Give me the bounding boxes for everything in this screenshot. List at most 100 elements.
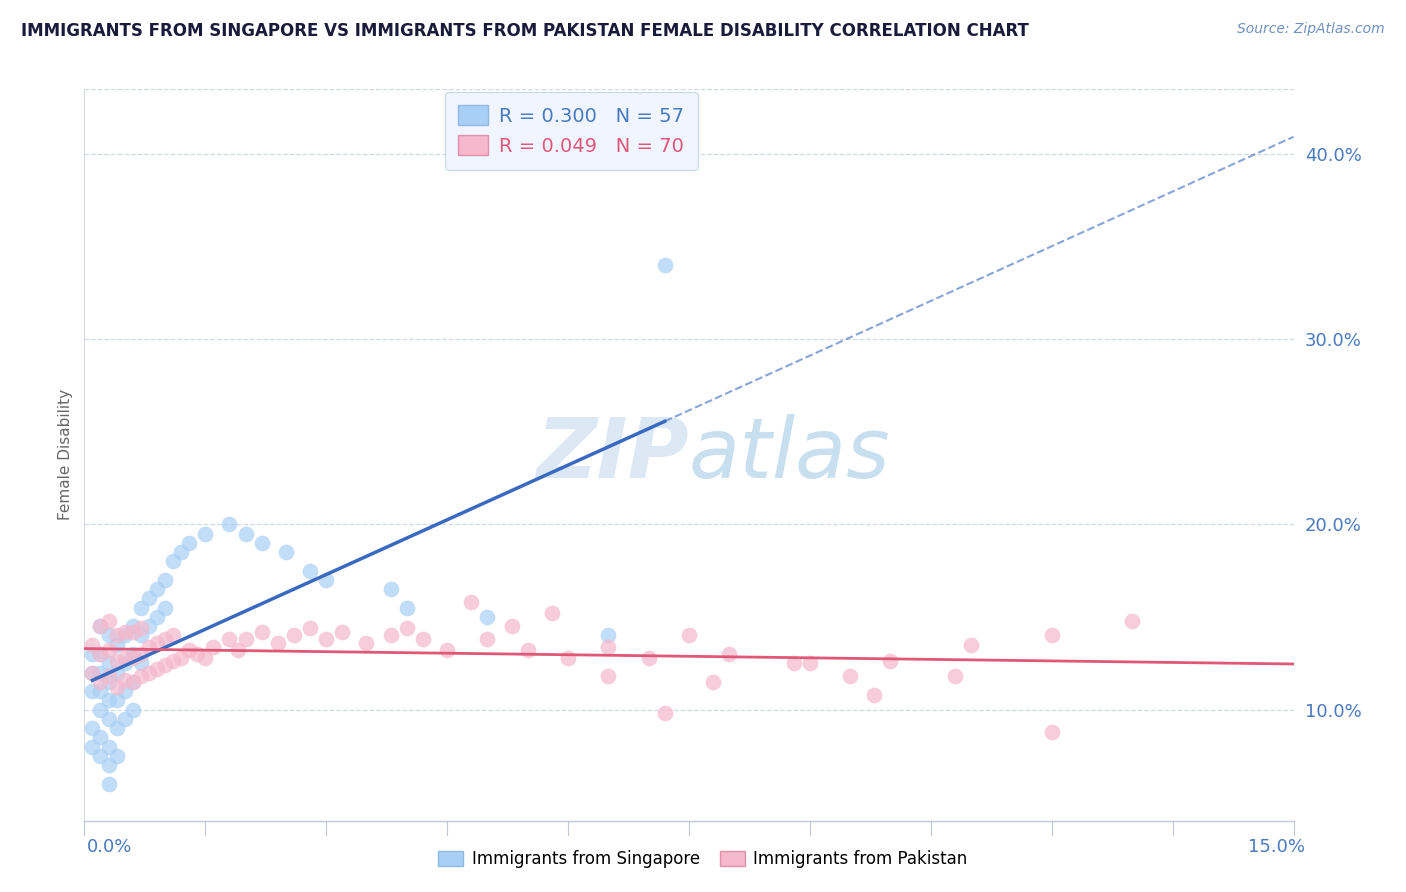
Point [82,739,104,754]
Point [105,693,128,707]
Y-axis label: Female Disability: Female Disability [58,389,73,521]
Point [315,573,337,587]
Point [250,624,273,639]
Point [412,632,434,647]
Point [97,674,120,689]
Point [477,632,499,647]
Point [105,665,128,680]
Point [114,684,136,698]
Point [82,647,104,661]
Point [114,657,136,671]
Point [105,748,128,763]
Point [153,632,176,647]
Point [97,712,120,726]
Point [863,688,886,702]
Point [121,624,143,639]
Point [299,621,322,635]
Point [202,640,225,654]
Point [218,517,240,532]
Legend: R = 0.300   N = 57, R = 0.049   N = 70: R = 0.300 N = 57, R = 0.049 N = 70 [444,92,697,169]
Legend: Immigrants from Singapore, Immigrants from Pakistan: Immigrants from Singapore, Immigrants fr… [432,844,974,875]
Point [153,658,176,673]
Point [82,665,104,680]
Point [146,610,169,624]
Point [82,665,104,680]
Point [153,573,176,587]
Point [105,628,128,642]
Point [162,628,184,642]
Point [129,628,152,642]
Point [436,643,458,657]
Point [97,758,120,772]
Point [138,665,160,680]
Point [82,638,104,652]
Point [1040,724,1063,739]
Point [235,526,257,541]
Point [654,706,676,721]
Point [97,693,120,707]
Text: Source: ZipAtlas.com: Source: ZipAtlas.com [1237,22,1385,37]
Point [105,681,128,695]
Point [598,640,620,654]
Point [250,536,273,550]
Point [162,554,184,568]
Text: ZIP: ZIP [536,415,689,495]
Point [235,632,257,647]
Point [799,657,821,671]
Point [839,669,862,683]
Point [879,654,901,668]
Point [105,638,128,652]
Point [170,545,193,559]
Point [82,684,104,698]
Point [226,643,249,657]
Point [82,721,104,735]
Point [105,654,128,668]
Point [97,614,120,628]
Point [97,657,120,671]
Point [598,628,620,642]
Point [356,636,378,650]
Point [129,621,152,635]
Point [598,669,620,683]
Point [89,647,111,661]
Point [89,619,111,633]
Point [718,647,741,661]
Point [330,624,353,639]
Point [395,621,418,635]
Point [89,665,111,680]
Point [783,657,806,671]
Point [283,628,305,642]
Point [121,647,143,661]
Point [395,600,418,615]
Point [89,684,111,698]
Point [89,619,111,633]
Point [97,669,120,683]
Point [267,636,290,650]
Point [654,258,676,272]
Point [129,600,152,615]
Point [114,628,136,642]
Point [114,673,136,687]
Point [89,702,111,716]
Point [146,582,169,597]
Point [179,643,201,657]
Point [637,650,659,665]
Point [146,636,169,650]
Point [516,643,538,657]
Point [146,662,169,676]
Point [89,647,111,661]
Point [194,526,217,541]
Point [121,650,143,665]
Point [380,628,402,642]
Point [460,595,482,609]
Point [114,712,136,726]
Point [186,647,208,661]
Point [114,624,136,639]
Point [1040,628,1063,642]
Point [97,628,120,642]
Point [153,600,176,615]
Point [97,776,120,790]
Point [943,669,966,683]
Text: 15.0%: 15.0% [1247,838,1305,855]
Point [170,650,193,665]
